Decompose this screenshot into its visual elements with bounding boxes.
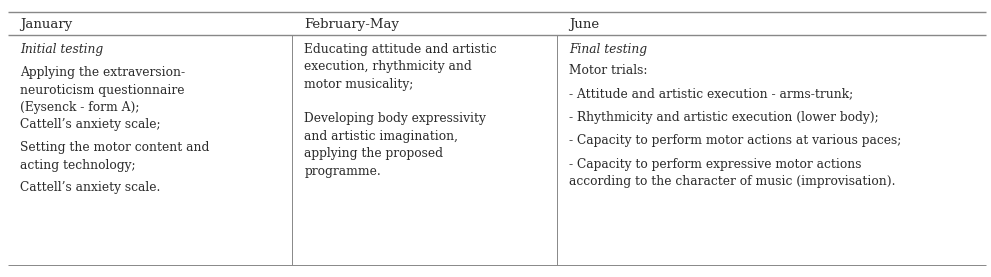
Text: Applying the extraversion-
neuroticism questionnaire
(Eysenck - form A);: Applying the extraversion- neuroticism q… xyxy=(20,66,185,114)
Text: Educating attitude and artistic
execution, rhythmicity and
motor musicality;: Educating attitude and artistic executio… xyxy=(304,43,496,91)
Text: Initial testing: Initial testing xyxy=(20,43,103,56)
Text: Motor trials:: Motor trials: xyxy=(569,64,647,77)
Text: Developing body expressivity
and artistic imagination,
applying the proposed
pro: Developing body expressivity and artisti… xyxy=(304,112,487,178)
Text: Cattell’s anxiety scale.: Cattell’s anxiety scale. xyxy=(20,181,161,194)
Text: February-May: February-May xyxy=(304,18,399,31)
Text: - Capacity to perform expressive motor actions
according to the character of mus: - Capacity to perform expressive motor a… xyxy=(569,158,895,188)
Text: Final testing: Final testing xyxy=(569,43,647,56)
Text: - Attitude and artistic execution - arms-trunk;: - Attitude and artistic execution - arms… xyxy=(569,87,853,100)
Text: Setting the motor content and
acting technology;: Setting the motor content and acting tec… xyxy=(20,141,209,172)
Text: June: June xyxy=(569,18,599,31)
Text: January: January xyxy=(20,18,72,31)
Text: - Capacity to perform motor actions at various paces;: - Capacity to perform motor actions at v… xyxy=(569,134,901,147)
Text: Cattell’s anxiety scale;: Cattell’s anxiety scale; xyxy=(20,118,161,131)
Text: - Rhythmicity and artistic execution (lower body);: - Rhythmicity and artistic execution (lo… xyxy=(569,111,879,124)
